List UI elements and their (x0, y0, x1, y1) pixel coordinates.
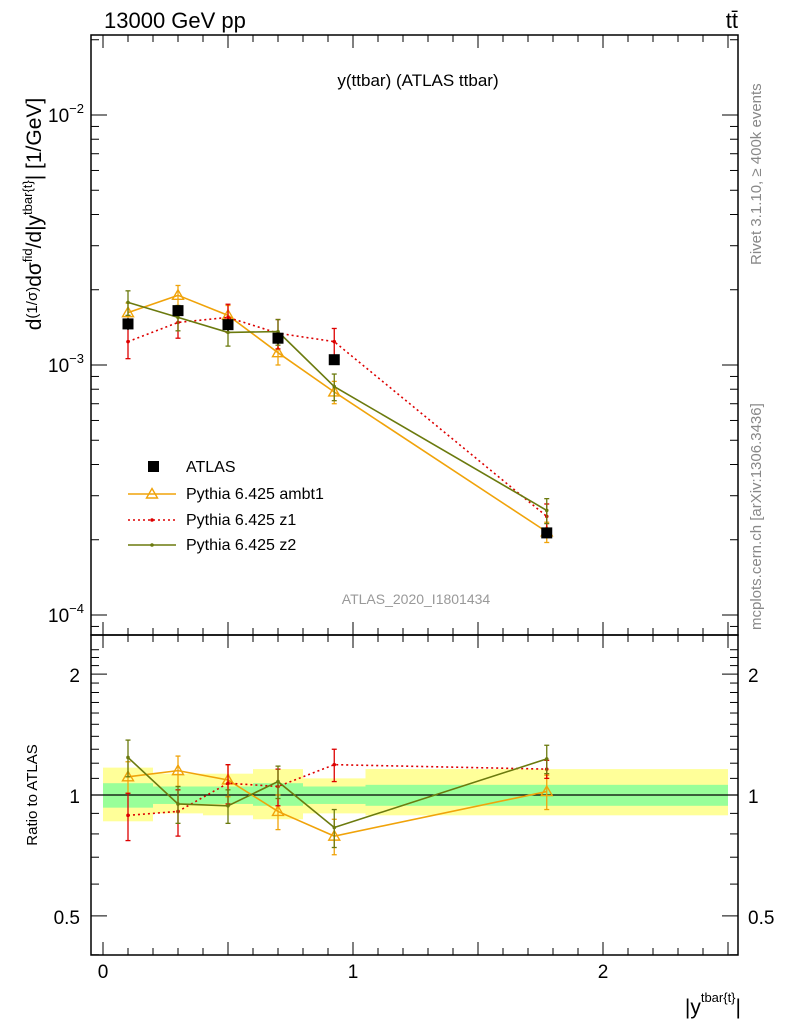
ratio-z1-point (332, 762, 337, 767)
legend: ATLAS Pythia 6.425 ambt1 Pythia 6.425 z1… (128, 459, 324, 554)
ratio-ambt1-line (127, 769, 547, 837)
legend-entry-atlas: ATLAS (148, 459, 236, 476)
ratio-axis-ticks (91, 635, 738, 956)
main-ambt1-line (127, 294, 548, 533)
legend-z2-label: Pythia 6.425 z2 (186, 537, 296, 554)
main-atlas-point (172, 305, 184, 317)
svg-text:d(1/σ)dσfid/d|ytbar{t}| [1/GeV: d(1/σ)dσfid/d|ytbar{t}| [1/GeV] (20, 98, 46, 331)
ratio-ambt1-point (171, 763, 185, 776)
legend-entry-ambt1: Pythia 6.425 ambt1 (128, 486, 324, 503)
main-atlas-point (122, 318, 134, 330)
main-atlas-point (328, 354, 340, 366)
main-atlas-point (222, 319, 234, 331)
main-tick-label-1e-3: 10−3 (48, 351, 84, 377)
legend-z2-marker (150, 543, 154, 547)
x-tick-label-1: 1 (348, 962, 359, 983)
x-tick-label-2: 2 (598, 962, 609, 983)
ratio-z2-point (332, 825, 337, 830)
rivet-version-label: Rivet 3.1.10, ≥ 400k events (748, 83, 765, 265)
ratio-tick-label-2-left: 2 (69, 666, 80, 687)
main-z2-point (126, 300, 130, 305)
main-z2-point (544, 508, 549, 513)
legend-atlas-marker (148, 461, 159, 472)
header-right-label: tt̄ (726, 8, 738, 33)
main-y-axis-label: d(1/σ)dσfid/d|ytbar{t}| [1/GeV] (20, 98, 46, 331)
main-z1-point (226, 315, 230, 320)
ratio-z2-point (544, 757, 549, 761)
ratio-tick-label-05-right: 0.5 (748, 908, 774, 929)
header-left-label: 13000 GeV pp (104, 8, 246, 33)
legend-atlas-label: ATLAS (186, 459, 236, 476)
ratio-z2-point (176, 802, 180, 806)
ratio-z2-point (276, 779, 280, 784)
ratio-z2-point (226, 803, 230, 808)
main-ambt1-point (171, 288, 185, 301)
main-atlas-point (272, 332, 284, 344)
main-z1-line (127, 316, 548, 518)
ratio-tick-label-1-right: 1 (748, 787, 759, 808)
ratio-marks (91, 739, 738, 856)
ratio-z2-point (126, 755, 130, 760)
ratio-z2-line (127, 756, 547, 829)
ratio-tick-label-05-left: 0.5 (54, 908, 80, 929)
main-axis-ticks (91, 35, 738, 635)
main-z1-point (332, 339, 337, 344)
main-ambt1-point (271, 345, 285, 358)
main-z2-point (176, 315, 180, 320)
legend-entry-z2: Pythia 6.425 z2 (128, 537, 296, 554)
x-axis-label: |ytbar{t}| (685, 990, 741, 1019)
ratio-z1-point (226, 781, 230, 785)
main-tick-label-1e-2: 10−2 (48, 101, 84, 127)
main-tick-label-1e-4: 10−4 (48, 601, 84, 627)
ratio-ambt1-point (540, 784, 554, 797)
legend-z1-label: Pythia 6.425 z1 (186, 512, 296, 529)
main-z2-point (226, 330, 230, 335)
legend-ambt1-marker (145, 487, 159, 499)
main-z1-point (126, 339, 130, 344)
ratio-tick-label-2-right: 2 (748, 666, 759, 687)
main-z2-point (276, 329, 280, 334)
mcplots-label: mcplots.cern.ch [arXiv:1306.3436] (748, 403, 765, 630)
ratio-y-axis-label: Ratio to ATLAS (24, 744, 41, 845)
ratio-z1-point (126, 813, 130, 818)
main-marks (121, 284, 554, 544)
ratio-tick-label-1-left: 1 (69, 787, 80, 808)
ratio-panel: 2 1 0.5 2 1 0.5 0 1 2 Ratio to ATLAS |yt… (24, 634, 774, 1019)
main-z2-point (332, 384, 337, 389)
legend-ambt1-label: Pythia 6.425 ambt1 (186, 486, 324, 503)
plot-title: y(ttbar) (ATLAS ttbar) (337, 71, 498, 90)
ratio-z1-line (127, 763, 547, 817)
main-panel: 10−2 10−3 10−4 y(ttbar) (ATLAS ttbar) AT… (20, 34, 739, 636)
main-ambt1-point (121, 305, 135, 318)
legend-z1-marker (150, 518, 154, 522)
x-tick-label-0: 0 (98, 962, 109, 983)
analysis-watermark: ATLAS_2020_I1801434 (342, 591, 491, 607)
main-atlas-point (541, 527, 553, 539)
ratio-ambt1-point (121, 769, 135, 782)
ratio-ambt1-point (271, 804, 285, 817)
legend-entry-z1: Pythia 6.425 z1 (128, 512, 296, 529)
main-z2-line (127, 301, 548, 512)
